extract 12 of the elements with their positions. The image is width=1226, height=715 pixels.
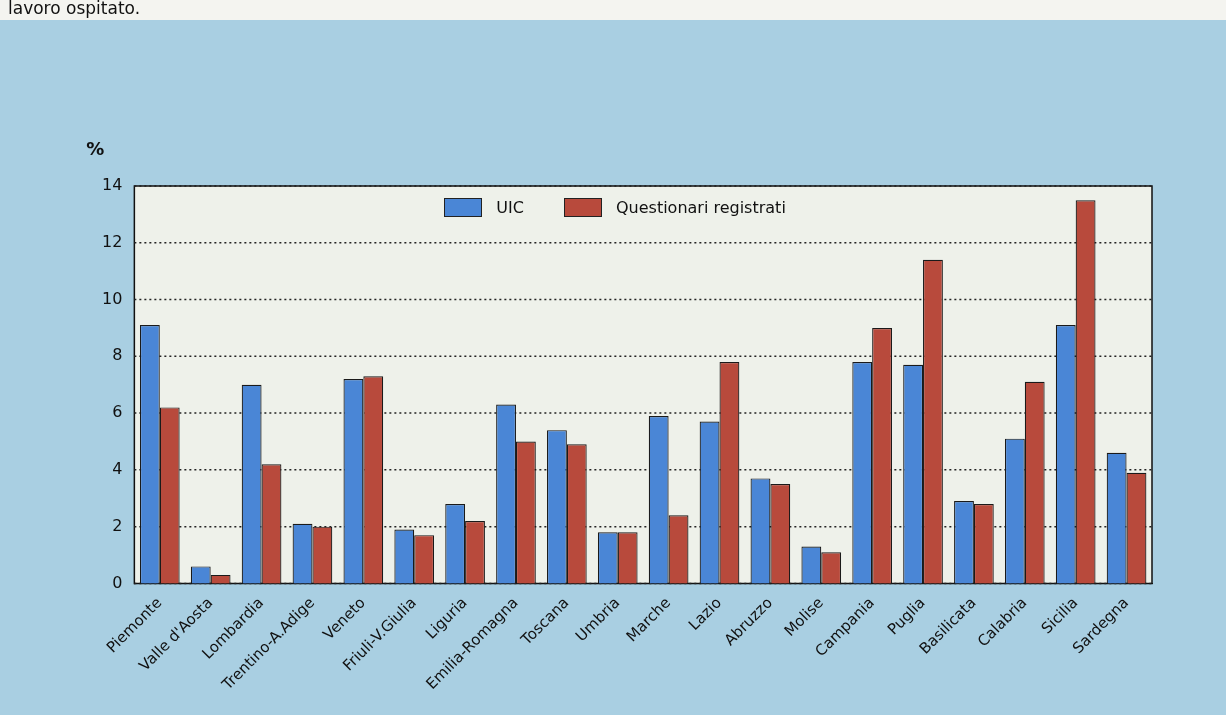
y-tick-label: 0 bbox=[112, 572, 123, 592]
y-tick-label: 8 bbox=[112, 345, 123, 365]
y-tick-label: 2 bbox=[112, 515, 123, 535]
y-axis-title: % bbox=[86, 138, 105, 159]
text: lavoro ospitato. bbox=[8, 0, 141, 18]
y-tick-label: 10 bbox=[102, 288, 123, 308]
y-tick-label: 12 bbox=[102, 231, 123, 251]
legend-label: Questionari registrati bbox=[615, 198, 786, 217]
y-tick-label: 4 bbox=[112, 459, 123, 479]
y-tick-label: 6 bbox=[112, 402, 123, 422]
legend-label: UIC bbox=[496, 198, 524, 217]
y-tick-label: 14 bbox=[102, 175, 123, 195]
